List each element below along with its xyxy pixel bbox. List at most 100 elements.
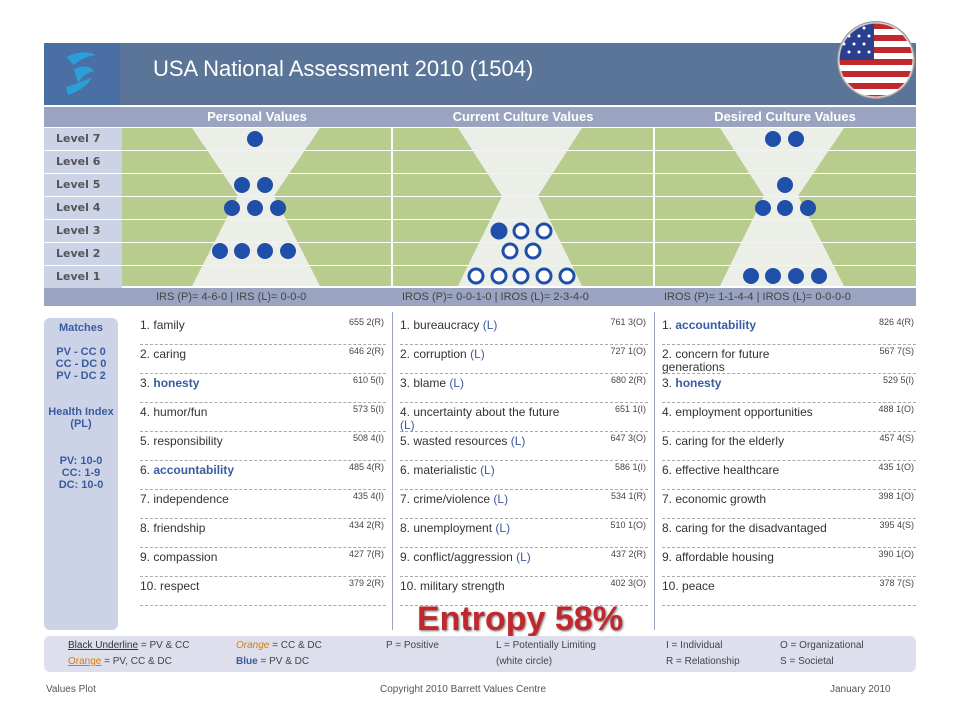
irs-current: IROS (P)= 0-0-1-0 | IROS (L)= 2-3-4-0 [402,291,589,303]
value-score: 427 7(R) [348,549,384,559]
legend-relationship: R = Relationship [666,656,740,667]
irs-bar [44,288,916,306]
value-score: 395 4(S) [879,520,914,530]
value-name: 8. friendship [140,521,206,535]
value-name: 1. bureaucracy (L) [400,318,498,332]
value-name: 5. caring for the elderly [662,434,785,448]
value-name: 2. concern for future generations [662,347,770,374]
list-item: 1. accountability 826 4(R) [662,316,916,345]
value-score: 586 1(I) [614,462,646,472]
value-score: 434 2(R) [348,520,384,530]
level-1-label: Level 1 [44,266,122,288]
list-item: 9. compassion 427 7(R) [140,548,386,577]
legend-positive: P = Positive [386,640,439,651]
level-3-label: Level 3 [44,220,122,242]
list-item: 6. materialistic (L) 586 1(I) [400,461,648,490]
level-6-label: Level 6 [44,151,122,173]
value-score: 402 3(O) [610,578,646,588]
value-name: 5. wasted resources (L) [400,434,526,448]
list-item: 5. responsibility 508 4(I) [140,432,386,461]
value-score: 390 1(O) [878,549,914,559]
value-score: 646 2(R) [348,346,384,356]
legend-orange-all: Orange = PV, CC & DC [68,656,172,667]
logo-icon [66,52,96,95]
list-item: 1. bureaucracy (L) 761 3(O) [400,316,648,345]
level-2-label: Level 2 [44,243,122,265]
value-name: 9. affordable housing [662,550,774,564]
matches-title: Matches [58,322,104,334]
value-score: 610 5(I) [352,375,384,385]
value-score: 651 1(I) [614,404,646,414]
list-item: 9. affordable housing 390 1(O) [662,548,916,577]
entropy-label: Entropy 58% [417,600,623,638]
value-name: 10. military strength [400,579,505,593]
list-item: 2. caring 646 2(R) [140,345,386,374]
column-header-bar [44,107,916,127]
value-name: 8. unemployment (L) [400,521,511,535]
value-name: 9. compassion [140,550,218,564]
level-5-label: Level 5 [44,174,122,196]
list-item: 6. effective healthcare 435 1(O) [662,461,916,490]
value-name: 10. respect [140,579,200,593]
legend-societal: S = Societal [780,656,834,667]
value-score: 655 2(R) [348,317,384,327]
value-name: 7. economic growth [662,492,767,506]
match-line-2: CC - DC 0 [55,358,107,370]
personal-dots [212,131,296,259]
list-item: 7. economic growth 398 1(O) [662,490,916,519]
desired-dots [743,131,827,284]
health-line-1: PV: 10-0 [59,455,103,467]
value-name: 6. materialistic (L) [400,463,495,477]
value-score: 508 4(I) [352,433,384,443]
page-title: USA National Assessment 2010 (1504) [153,56,534,81]
footer-copyright: Copyright 2010 Barrett Values Centre [380,684,547,695]
match-line-3: PV - DC 2 [56,370,106,382]
value-name: 2. corruption (L) [400,347,485,361]
list-item: 3. honesty 529 5(I) [662,374,916,403]
legend-limiting: L = Potentially Limiting [496,640,596,651]
usa-flag-icon [836,20,916,100]
legend-orange-cc-dc: Orange = CC & DC [236,640,322,651]
value-name: 8. caring for the disadvantaged [662,521,827,535]
value-score: 485 4(R) [348,462,384,472]
value-name: 4. employment opportunities [662,405,813,419]
legend-individual: I = Individual [666,640,723,651]
irs-desired: IROS (P)= 1-1-4-4 | IROS (L)= 0-0-0-0 [664,291,851,303]
value-score: 680 2(R) [610,375,646,385]
health-line-3: DC: 10-0 [58,479,104,491]
legend-white-circle: (white circle) [496,656,553,667]
value-name: 6. accountability [140,463,235,477]
health-index-title: Health Index (PL) [48,406,114,430]
value-score: 378 7(S) [879,578,914,588]
value-name: 5. responsibility [140,434,223,448]
footer-date: January 2010 [830,684,891,695]
current-dots [467,222,576,285]
list-item: 9. conflict/aggression (L) 437 2(R) [400,548,648,577]
value-name: 4. uncertainty about the future (L) [400,405,560,432]
health-line-2: CC: 1-9 [61,467,101,479]
list-item: 2. concern for future generations 567 7(S… [662,345,916,374]
matches-panel [44,318,118,630]
value-name: 7. crime/violence (L) [400,492,509,506]
list-item: 4. employment opportunities 488 1(O) [662,403,916,432]
list-item: 8. friendship 434 2(R) [140,519,386,548]
value-name: 3. blame (L) [400,376,465,390]
value-name: 1. family [140,318,185,332]
irs-personal: IRS (P)= 4-6-0 | IRS (L)= 0-0-0 [156,291,307,303]
list-item: 7. crime/violence (L) 534 1(R) [400,490,648,519]
list-item: 10. respect 379 2(R) [140,577,386,606]
separator [654,312,655,630]
list-item: 3. blame (L) 680 2(R) [400,374,648,403]
match-line-1: PV - CC 0 [56,346,106,358]
value-name: 9. conflict/aggression (L) [400,550,531,564]
level-7-label: Level 7 [44,128,122,150]
value-score: 435 4(I) [352,491,384,501]
list-item: 2. corruption (L) 727 1(O) [400,345,648,374]
list-item: 5. wasted resources (L) 647 3(O) [400,432,648,461]
list-item: 7. independence 435 4(I) [140,490,386,519]
header-bar [44,43,916,105]
value-score: 534 1(R) [610,491,646,501]
list-item: 8. unemployment (L) 510 1(O) [400,519,648,548]
col-current-culture: Current Culture Values [452,109,594,124]
value-score: 573 5(I) [352,404,384,414]
